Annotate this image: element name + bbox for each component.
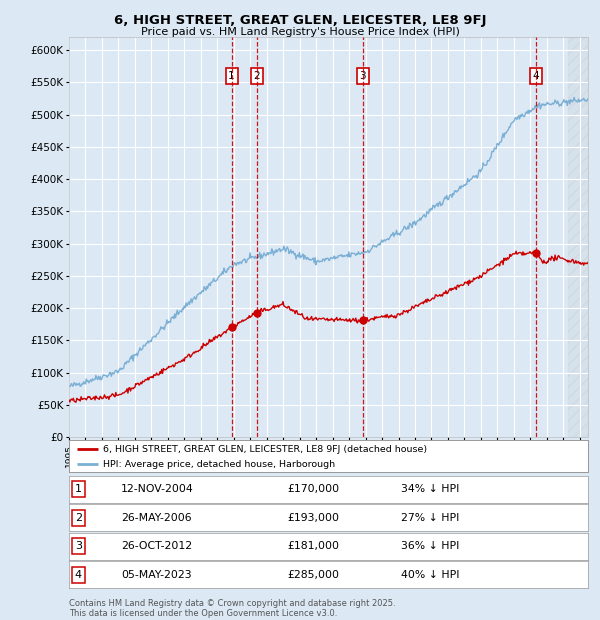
Text: Contains HM Land Registry data © Crown copyright and database right 2025.
This d: Contains HM Land Registry data © Crown c… <box>69 599 395 618</box>
Text: 34% ↓ HPI: 34% ↓ HPI <box>401 484 460 494</box>
Text: 4: 4 <box>533 71 539 81</box>
Text: 6, HIGH STREET, GREAT GLEN, LEICESTER, LE8 9FJ (detached house): 6, HIGH STREET, GREAT GLEN, LEICESTER, L… <box>103 445 427 454</box>
Text: 26-MAY-2006: 26-MAY-2006 <box>121 513 191 523</box>
Text: £193,000: £193,000 <box>287 513 339 523</box>
Text: 3: 3 <box>75 541 82 551</box>
Text: 40% ↓ HPI: 40% ↓ HPI <box>401 570 460 580</box>
Text: £170,000: £170,000 <box>287 484 339 494</box>
Text: 05-MAY-2023: 05-MAY-2023 <box>121 570 191 580</box>
Text: 3: 3 <box>359 71 366 81</box>
Text: £285,000: £285,000 <box>287 570 339 580</box>
Text: 27% ↓ HPI: 27% ↓ HPI <box>401 513 460 523</box>
Text: 36% ↓ HPI: 36% ↓ HPI <box>401 541 460 551</box>
Bar <box>568 37 588 437</box>
Text: 6, HIGH STREET, GREAT GLEN, LEICESTER, LE8 9FJ: 6, HIGH STREET, GREAT GLEN, LEICESTER, L… <box>114 14 486 27</box>
Text: 4: 4 <box>75 570 82 580</box>
Text: 26-OCT-2012: 26-OCT-2012 <box>121 541 192 551</box>
Text: Price paid vs. HM Land Registry's House Price Index (HPI): Price paid vs. HM Land Registry's House … <box>140 27 460 37</box>
Text: 2: 2 <box>75 513 82 523</box>
Text: 2: 2 <box>254 71 260 81</box>
Text: HPI: Average price, detached house, Harborough: HPI: Average price, detached house, Harb… <box>103 460 335 469</box>
Text: 1: 1 <box>75 484 82 494</box>
Text: 12-NOV-2004: 12-NOV-2004 <box>121 484 194 494</box>
Text: 1: 1 <box>229 71 235 81</box>
Text: £181,000: £181,000 <box>287 541 339 551</box>
